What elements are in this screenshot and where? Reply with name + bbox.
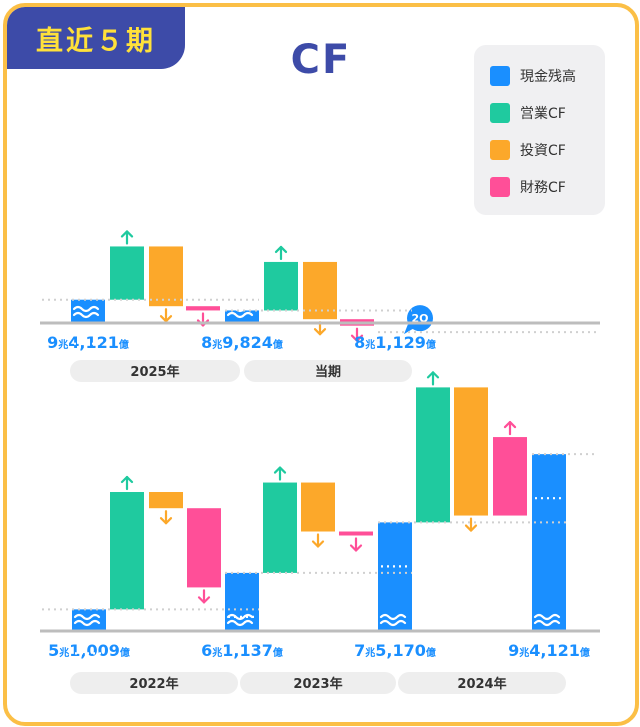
- financing-up-arrow-icon: [503, 420, 517, 436]
- legend-label-cash: 現金残高: [520, 69, 576, 85]
- period-pill: 2025年: [70, 360, 240, 382]
- investing-cf-bar: [303, 261, 337, 320]
- period-label: 当期: [315, 364, 341, 380]
- chart-title: CF: [290, 37, 352, 83]
- operating-cf-bar: [416, 387, 450, 523]
- period-label: 2022年: [129, 676, 178, 692]
- cash-balance-bar: [71, 299, 105, 323]
- operating-cf-bar: [110, 492, 144, 610]
- period-label: 2024年: [457, 676, 506, 692]
- operating-up-arrow-icon: [273, 466, 287, 481]
- operating-up-arrow-icon: [120, 475, 134, 491]
- operating-cf-bar: [110, 246, 144, 300]
- balance-value-label: 7兆5,170億: [354, 641, 436, 660]
- financing-down-arrow-icon: [350, 327, 364, 342]
- period-pill: 2023年: [240, 672, 396, 694]
- period-pill: 2024年: [398, 672, 566, 694]
- operating-cf-bar: [263, 482, 297, 573]
- investing-cf-bar: [149, 246, 183, 307]
- financing-down-arrow-icon: [349, 537, 363, 552]
- quarter-badge: 2Q: [404, 305, 433, 335]
- legend-item-financing: 財務CF: [490, 176, 566, 198]
- investing-cf-bar: [149, 492, 183, 509]
- legend-swatch-investing: [490, 140, 510, 160]
- period-badge: 直近５期: [7, 7, 185, 69]
- legend-swatch-operating: [490, 103, 510, 123]
- operating-cf-bar: [264, 261, 298, 311]
- investing-down-arrow-icon: [159, 510, 173, 525]
- investing-cf-bar: [301, 482, 335, 532]
- balance-value-label: 8兆1,129億: [354, 333, 436, 352]
- cash-balance-bar: [532, 454, 566, 631]
- cash-balance-bar: [72, 609, 106, 631]
- cf-card: 直近５期 CF 現金残高 営業CF 投資CF 財務CF: [3, 3, 639, 726]
- financing-down-arrow-icon: [197, 589, 211, 604]
- investing-down-arrow-icon: [311, 533, 325, 548]
- balance-value-label: 9兆4,121億: [47, 333, 129, 352]
- cash-balance-bar: [379, 305, 407, 319]
- legend-label-operating: 営業CF: [520, 106, 566, 122]
- legend-item-investing: 投資CF: [490, 139, 566, 161]
- legend-label-investing: 投資CF: [520, 143, 566, 159]
- legend-swatch-cash: [490, 66, 510, 86]
- operating-up-arrow-icon: [274, 245, 288, 261]
- legend-label-financing: 財務CF: [520, 180, 566, 196]
- legend-item-cash: 現金残高: [490, 65, 576, 87]
- balance-value-label: 5兆1,009億: [48, 641, 130, 660]
- financing-cf-bar: [339, 531, 373, 536]
- period-label: 2023年: [293, 676, 342, 692]
- legend: 現金残高 営業CF 投資CF 財務CF: [474, 45, 605, 215]
- financing-cf-bar: [493, 437, 527, 516]
- operating-up-arrow-icon: [120, 230, 134, 245]
- period-pill: 2022年: [70, 672, 238, 694]
- investing-down-arrow-icon: [464, 517, 478, 532]
- cash-balance-bar: [378, 522, 412, 631]
- investing-down-arrow-icon: [159, 308, 173, 323]
- cash-balance-bar: [225, 572, 259, 631]
- financing-cf-bar: [186, 306, 220, 311]
- investing-cf-bar: [454, 387, 488, 516]
- period-pill: 当期: [244, 360, 412, 382]
- period-label: 2025年: [130, 364, 179, 380]
- cash-balance-bar: [225, 305, 259, 323]
- financing-cf-bar: [187, 508, 221, 588]
- operating-up-arrow-icon: [426, 371, 440, 386]
- legend-item-operating: 営業CF: [490, 102, 566, 124]
- legend-swatch-financing: [490, 177, 510, 197]
- balance-value-label: 8兆9,824億: [201, 333, 283, 352]
- balance-value-label: 9兆4,121億: [508, 641, 590, 660]
- balance-value-label: 6兆1,137億: [201, 641, 283, 660]
